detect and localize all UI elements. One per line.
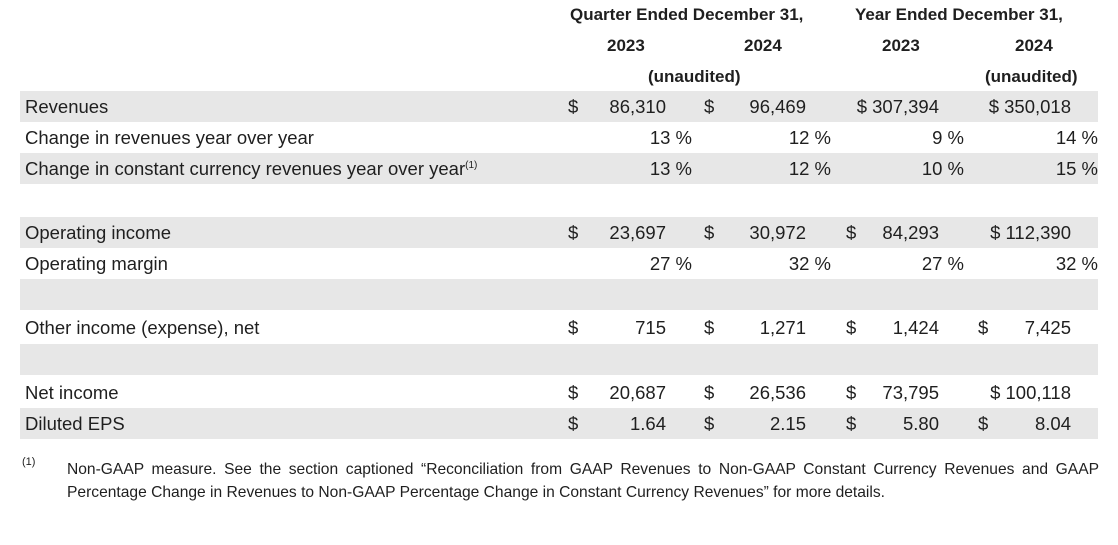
quarter-unaudited-note: (unaudited) bbox=[648, 67, 741, 86]
table-row-constant-currency-change: Change in constant currency revenues yea… bbox=[20, 153, 1098, 184]
currency-symbol: $ bbox=[704, 222, 715, 243]
year-unaudited-note: (unaudited) bbox=[985, 67, 1078, 86]
currency-symbol: $ bbox=[704, 413, 715, 434]
row-label: Revenues bbox=[25, 96, 109, 117]
table-row-operating-income: Operating income $ 23,697 $ 30,972 $ 84,… bbox=[20, 217, 1098, 248]
table-row-revenue-change: Change in revenues year over year 13 % 1… bbox=[20, 122, 1098, 153]
table-row-diluted-eps: Diluted EPS $ 1.64 $ 2.15 $ 5.80 $ 8.04 bbox=[20, 408, 1098, 439]
year-2024-value: 32 % bbox=[1055, 253, 1098, 274]
row-label: Other income (expense), net bbox=[25, 317, 260, 338]
quarter-2024-value: 1,271 bbox=[759, 317, 806, 338]
currency-symbol: $ bbox=[568, 96, 579, 117]
row-label: Change in constant currency revenues yea… bbox=[25, 158, 478, 179]
year-2023-value: 9 % bbox=[932, 127, 964, 148]
quarter-2023-value: 13 % bbox=[649, 158, 692, 179]
year-2023-value: 5.80 bbox=[902, 413, 939, 434]
year-2023-value: 27 % bbox=[921, 253, 964, 274]
table-row-spacer bbox=[20, 344, 1098, 375]
currency-symbol: $ bbox=[704, 96, 715, 117]
year-2024-header: 2024 bbox=[1015, 36, 1053, 55]
table-row-revenues: Revenues $ 86,310 $ 96,469 $ 307,394 $ 3… bbox=[20, 91, 1098, 122]
table-row-spacer bbox=[20, 279, 1098, 310]
quarter-2024-header: 2024 bbox=[744, 36, 782, 55]
row-label: Diluted EPS bbox=[25, 413, 125, 434]
quarter-2024-value: 30,972 bbox=[749, 222, 806, 243]
quarter-2023-header: 2023 bbox=[607, 36, 645, 55]
year-2023-value: $ 307,394 bbox=[856, 96, 939, 117]
year-2023-value: 10 % bbox=[921, 158, 964, 179]
quarter-2024-value: 96,469 bbox=[749, 96, 806, 117]
year-header: Year Ended December 31, bbox=[855, 5, 1063, 24]
year-2023-value: 73,795 bbox=[882, 382, 939, 403]
currency-symbol: $ bbox=[846, 413, 857, 434]
quarter-2023-value: 13 % bbox=[649, 127, 692, 148]
currency-symbol: $ bbox=[978, 317, 989, 338]
row-label: Net income bbox=[25, 382, 119, 403]
quarter-2023-value: 86,310 bbox=[609, 96, 666, 117]
quarter-header: Quarter Ended December 31, bbox=[570, 5, 804, 24]
row-label: Operating margin bbox=[25, 253, 168, 274]
table-row-other-income: Other income (expense), net $ 715 $ 1,27… bbox=[20, 312, 1098, 343]
quarter-2024-value: 32 % bbox=[788, 253, 831, 274]
table-row-net-income: Net income $ 20,687 $ 26,536 $ 73,795 $ … bbox=[20, 377, 1098, 408]
currency-symbol: $ bbox=[568, 413, 579, 434]
quarter-2023-value: 27 % bbox=[649, 253, 692, 274]
currency-symbol: $ bbox=[846, 222, 857, 243]
currency-symbol: $ bbox=[568, 222, 579, 243]
footnote-marker: (1) bbox=[22, 456, 36, 468]
year-2024-value: 14 % bbox=[1055, 127, 1098, 148]
quarter-2024-value: 2.15 bbox=[769, 413, 806, 434]
row-label: Change in revenues year over year bbox=[25, 127, 314, 148]
quarter-2024-value: 26,536 bbox=[749, 382, 806, 403]
year-2024-value: 8.04 bbox=[1034, 413, 1071, 434]
currency-symbol: $ bbox=[568, 382, 579, 403]
quarter-2024-value: 12 % bbox=[788, 158, 831, 179]
table-row-operating-margin: Operating margin 27 % 32 % 27 % 32 % bbox=[20, 248, 1098, 279]
quarter-2024-value: 12 % bbox=[788, 127, 831, 148]
currency-symbol: $ bbox=[846, 317, 857, 338]
quarter-2023-value: 715 bbox=[635, 317, 666, 338]
currency-symbol: $ bbox=[568, 317, 579, 338]
footnote-text: Non-GAAP measure. See the section captio… bbox=[67, 461, 1099, 501]
quarter-2023-value: 1.64 bbox=[629, 413, 666, 434]
year-2024-value: 15 % bbox=[1055, 158, 1098, 179]
year-2024-value: $ 100,118 bbox=[990, 382, 1071, 403]
footnote-reference: (1) bbox=[465, 159, 478, 171]
year-2024-value: $ 350,018 bbox=[988, 96, 1071, 117]
currency-symbol: $ bbox=[704, 317, 715, 338]
year-2023-header: 2023 bbox=[882, 36, 920, 55]
row-label: Operating income bbox=[25, 222, 172, 243]
currency-symbol: $ bbox=[978, 413, 989, 434]
year-2024-value: $ 112,390 bbox=[990, 222, 1071, 243]
year-2024-value: 7,425 bbox=[1024, 317, 1071, 338]
year-2023-value: 1,424 bbox=[892, 317, 939, 338]
currency-symbol: $ bbox=[704, 382, 715, 403]
year-2023-value: 84,293 bbox=[882, 222, 939, 243]
quarter-2023-value: 23,697 bbox=[609, 222, 666, 243]
quarter-2023-value: 20,687 bbox=[609, 382, 666, 403]
currency-symbol: $ bbox=[846, 382, 857, 403]
